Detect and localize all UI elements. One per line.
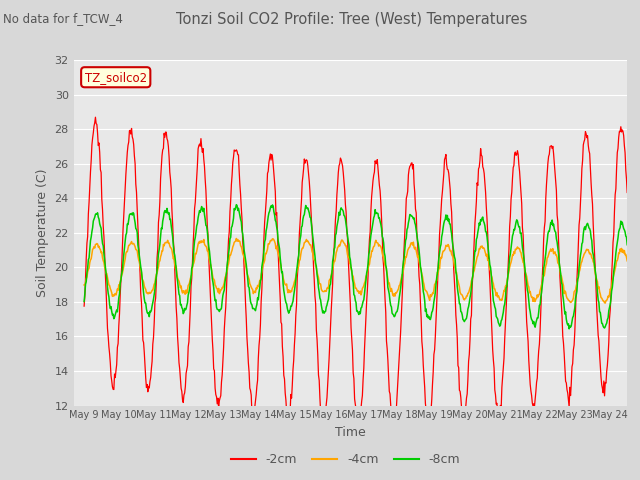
Y-axis label: Soil Temperature (C): Soil Temperature (C) — [36, 168, 49, 297]
Text: Tonzi Soil CO2 Profile: Tree (West) Temperatures: Tonzi Soil CO2 Profile: Tree (West) Temp… — [176, 12, 528, 27]
Text: No data for f_TCW_4: No data for f_TCW_4 — [3, 12, 123, 25]
Text: TZ_soilco2: TZ_soilco2 — [84, 71, 147, 84]
Legend: -2cm, -4cm, -8cm: -2cm, -4cm, -8cm — [226, 448, 465, 471]
X-axis label: Time: Time — [335, 426, 366, 439]
